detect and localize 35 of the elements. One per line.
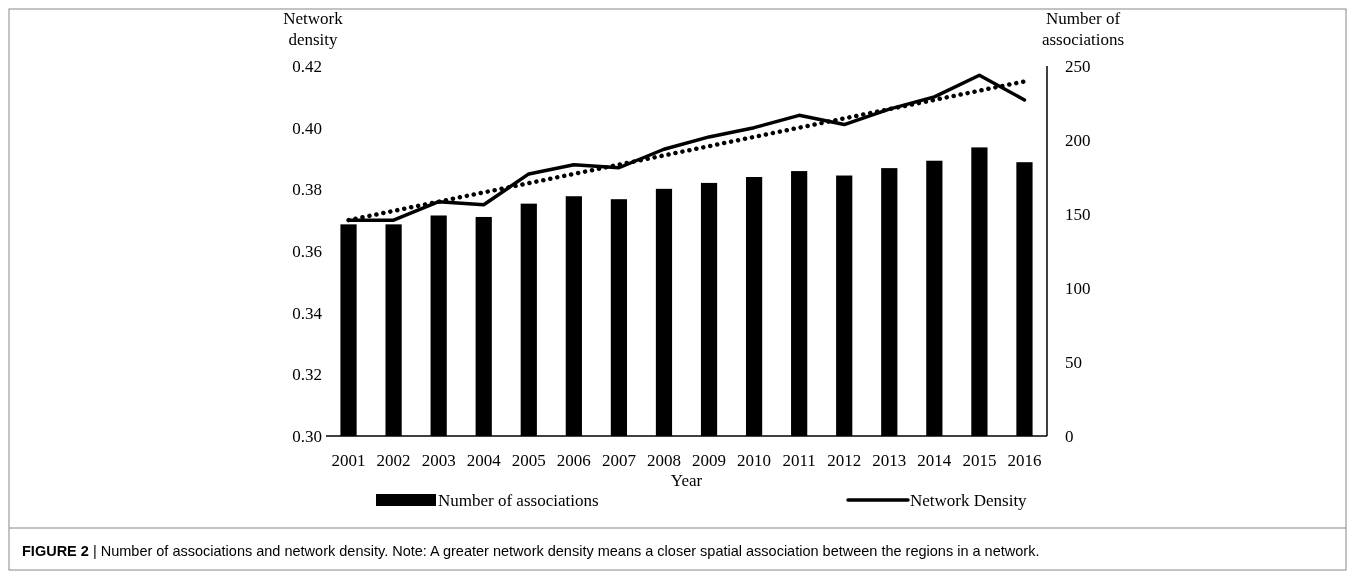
y-tick-label: 0.42 <box>292 56 322 76</box>
y-tick-label: 0.34 <box>292 303 323 323</box>
x-tick-label: 2009 <box>692 451 727 470</box>
y-tick-label: 0.32 <box>292 365 322 385</box>
caption: FIGURE 2 | Number of associations and network density. Note: A greater network density means a closer spatial association between the regions in a network. <box>22 543 1040 559</box>
y-tick-label: 0.38 <box>292 180 322 200</box>
y-tick-label: 0.40 <box>292 118 322 138</box>
x-tick-label: 2005 <box>511 451 546 470</box>
legend-label: Number of associations <box>438 490 599 510</box>
x-tick-label: 2011 <box>782 451 816 470</box>
x-tick-label: 2008 <box>646 451 681 470</box>
x-axis-title: Year <box>670 471 703 490</box>
x-tick-label: 2003 <box>421 451 456 470</box>
x-tick-label: 2014 <box>917 451 952 470</box>
x-tick-label: 2004 <box>466 451 502 470</box>
x-tick-label: 2016 <box>1007 451 1042 470</box>
y-axis-title: Network density <box>283 9 344 49</box>
x-tick-label: 2015 <box>962 451 997 470</box>
x-tick-label: 2013 <box>872 451 907 470</box>
y2-tick-label: 50 <box>1065 352 1082 372</box>
y2-tick-label: 0 <box>1065 426 1074 446</box>
x-tick-label: 2001 <box>331 451 366 470</box>
y-tick-label: 0.36 <box>292 241 322 261</box>
y2-tick-label: 150 <box>1065 204 1091 224</box>
x-tick-label: 2007 <box>601 451 637 470</box>
y2-axis-title: Number of associations <box>1041 9 1125 49</box>
x-tick-label: 2006 <box>556 451 591 470</box>
y2-tick-label: 200 <box>1065 130 1091 150</box>
legend-label: Network Density <box>910 490 1028 510</box>
x-tick-label: 2010 <box>737 451 772 470</box>
y2-tick-label: 250 <box>1065 56 1091 76</box>
y-tick-label: 0.30 <box>292 426 322 446</box>
y2-tick-label: 100 <box>1065 278 1091 298</box>
x-tick-label: 2012 <box>827 451 862 470</box>
x-tick-label: 2002 <box>376 451 411 470</box>
